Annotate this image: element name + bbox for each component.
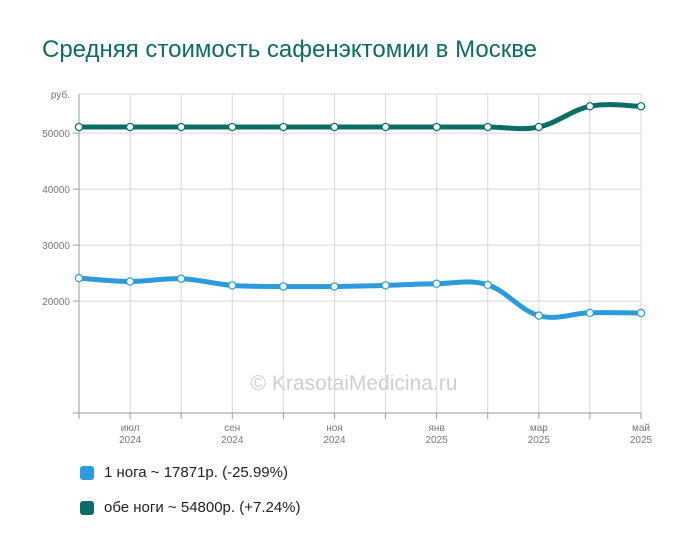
data-point-series-2 <box>636 102 646 111</box>
data-point-series-2 <box>483 122 492 132</box>
series-line-2 <box>76 102 644 132</box>
data-point-series-2 <box>534 122 544 132</box>
axis-layer: 20000300004000050000руб.июл2024сен2024но… <box>42 89 652 446</box>
data-point-series-2 <box>432 122 441 132</box>
data-point-series-1 <box>330 282 339 291</box>
data-point-series-2 <box>74 122 84 132</box>
data-point-series-1 <box>74 273 84 283</box>
data-point-series-1 <box>432 279 441 288</box>
legend-item-1-noga[interactable]: 1 нога ~ 17871р. (-25.99%) <box>80 464 288 481</box>
watermark-text: © KrasotaiMedicina.ru <box>251 372 458 395</box>
chart-title: Средняя стоимость сафенэктомии в Москве <box>42 36 538 63</box>
data-point-series-1 <box>176 274 186 283</box>
x-tick-label-month: мар <box>530 423 548 434</box>
legend-label: 1 нога ~ 17871р. (-25.99%) <box>104 464 288 481</box>
x-tick-label-month: янв <box>429 423 445 434</box>
data-point-series-1 <box>228 281 237 290</box>
legend-swatch <box>80 465 94 480</box>
y-tick-label: 50000 <box>42 129 70 140</box>
data-point-series-1 <box>636 308 646 318</box>
data-point-series-2 <box>228 122 237 132</box>
data-point-series-2 <box>585 102 595 111</box>
series-layer <box>76 102 644 320</box>
x-tick-label-year: 2025 <box>630 435 653 446</box>
x-tick-label-month: сен <box>224 423 240 434</box>
x-tick-label-year: 2024 <box>221 435 244 446</box>
data-point-series-1 <box>381 281 390 290</box>
x-tick-label-month: июл <box>121 423 140 434</box>
legend-label: обе ноги ~ 54800р. (+7.24%) <box>104 499 301 516</box>
line-chart: 20000300004000050000руб.июл2024сен2024но… <box>42 89 652 446</box>
points-layer <box>74 102 646 320</box>
x-tick-label-month: ноя <box>326 423 343 434</box>
x-tick-label-year: 2025 <box>528 435 551 446</box>
data-point-series-1 <box>585 308 595 318</box>
data-point-series-1 <box>483 280 492 290</box>
data-point-series-2 <box>381 122 390 132</box>
data-point-series-1 <box>534 311 544 320</box>
y-unit-label: руб. <box>51 89 70 101</box>
legend-swatch <box>80 500 94 515</box>
data-point-series-2 <box>279 122 288 132</box>
y-tick-label: 30000 <box>42 241 70 252</box>
legend-item-obe-nogi[interactable]: обе ноги ~ 54800р. (+7.24%) <box>80 499 301 516</box>
x-tick-label-year: 2025 <box>426 435 449 446</box>
x-tick-label-year: 2024 <box>323 435 346 446</box>
x-tick-label-month: май <box>632 423 650 434</box>
data-point-series-2 <box>176 122 186 132</box>
data-point-series-1 <box>279 282 288 291</box>
watermark-layer: © KrasotaiMedicina.ru <box>251 372 458 395</box>
grid-layer <box>79 93 642 413</box>
data-point-series-2 <box>330 122 339 132</box>
data-point-series-1 <box>125 277 135 286</box>
y-tick-label: 40000 <box>42 185 70 196</box>
y-tick-label: 20000 <box>42 297 70 308</box>
data-point-series-2 <box>125 122 135 132</box>
series-line-1 <box>76 275 644 320</box>
x-tick-label-year: 2024 <box>119 435 142 446</box>
